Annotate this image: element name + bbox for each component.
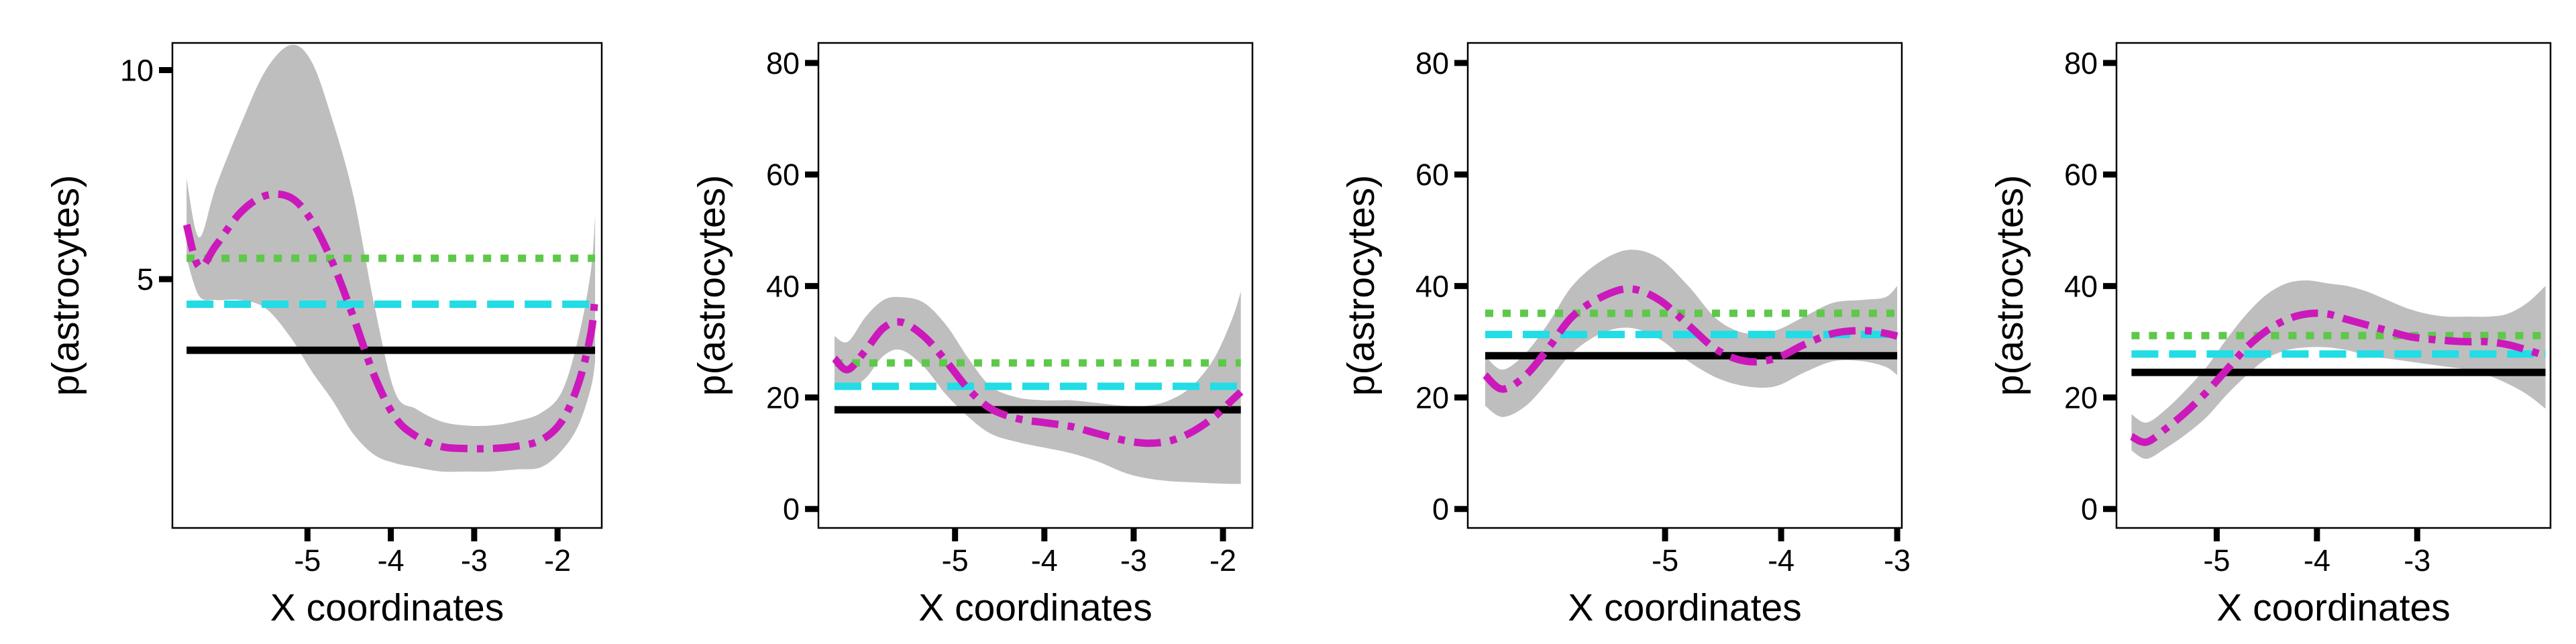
x-axis-title: X coordinates: [2216, 586, 2451, 629]
x-tick-label: -3: [2404, 543, 2430, 578]
y-tick-label: 20: [2064, 381, 2098, 415]
y-tick-label: 60: [1415, 158, 1449, 192]
x-tick-label: -4: [2304, 543, 2330, 578]
x-axis-title: X coordinates: [1568, 586, 1802, 629]
y-tick-label: 60: [766, 158, 800, 192]
y-axis-title: p(astrocytes): [690, 175, 733, 396]
x-tick-label: -5: [294, 543, 321, 578]
x-axis-title: X coordinates: [270, 586, 504, 629]
y-tick-label: 20: [1415, 381, 1449, 415]
smoothed-fit-line: [832, 318, 1244, 447]
y-tick-label: 10: [120, 54, 154, 88]
x-tick-label: -3: [1884, 543, 1911, 578]
chart-panel-4: 0 20 40 60 80 -5 -4 -3 X coordinates p(astrocytes…: [1988, 42, 2552, 629]
y-tick-label: 40: [1415, 269, 1449, 303]
chart-panel-1: 5 10 -5 -4 -3 -2 X coordinates p(astrocytes): [44, 42, 603, 629]
confidence-ribbon: [186, 44, 596, 472]
y-tick-label: 20: [766, 381, 800, 415]
chart-panel-3: 0 20 40 60 80 -5 -4 -3 X coordinates p(astrocytes…: [1340, 42, 1911, 629]
y-tick-label: 5: [137, 262, 154, 297]
y-tick-label: 40: [2064, 269, 2098, 303]
x-tick-label: -2: [1210, 543, 1236, 578]
x-tick-label: -4: [378, 543, 405, 578]
y-tick-label: 80: [766, 46, 800, 80]
y-tick-label: 0: [783, 492, 800, 527]
plot-frame: [171, 42, 603, 529]
x-tick-label: -4: [1768, 543, 1794, 578]
y-axis-title: p(astrocytes): [1988, 175, 2031, 396]
x-tick-label: -5: [2203, 543, 2230, 578]
y-tick-label: 40: [766, 269, 800, 303]
x-tick-label: -3: [1120, 543, 1147, 578]
confidence-ribbon: [835, 291, 1241, 484]
x-tick-label: -4: [1031, 543, 1058, 578]
x-tick-label: -5: [942, 543, 969, 578]
x-axis-title: X coordinates: [918, 586, 1152, 629]
smoothed-fit-line: [182, 190, 599, 453]
y-tick-label: 0: [2081, 492, 2098, 527]
y-axis-title: p(astrocytes): [44, 175, 87, 396]
y-tick-label: 80: [1415, 46, 1449, 80]
y-tick-label: 80: [2064, 46, 2098, 80]
x-tick-label: -2: [544, 543, 571, 578]
chart-panel-2: 0 20 40 60 80 -5 -4 -3 -2 X coordinates p(astrocyt…: [690, 42, 1254, 629]
confidence-ribbon: [2131, 280, 2546, 460]
y-tick-label: 60: [2064, 158, 2098, 192]
x-tick-label: -5: [1652, 543, 1678, 578]
smoothed-fit-line: [1483, 284, 1898, 393]
y-axis-title: p(astrocytes): [1340, 175, 1383, 396]
x-tick-label: -3: [461, 543, 488, 578]
y-tick-label: 0: [1432, 492, 1449, 527]
